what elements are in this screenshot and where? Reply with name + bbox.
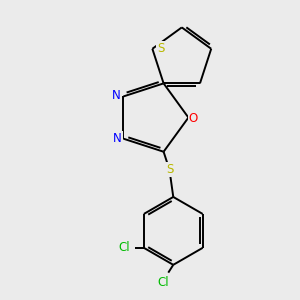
Text: Cl: Cl	[119, 242, 130, 254]
Text: Cl: Cl	[158, 276, 169, 289]
Text: N: N	[112, 89, 121, 102]
Text: S: S	[157, 42, 164, 55]
Text: N: N	[113, 132, 122, 145]
Text: O: O	[189, 112, 198, 125]
Text: S: S	[166, 163, 173, 176]
